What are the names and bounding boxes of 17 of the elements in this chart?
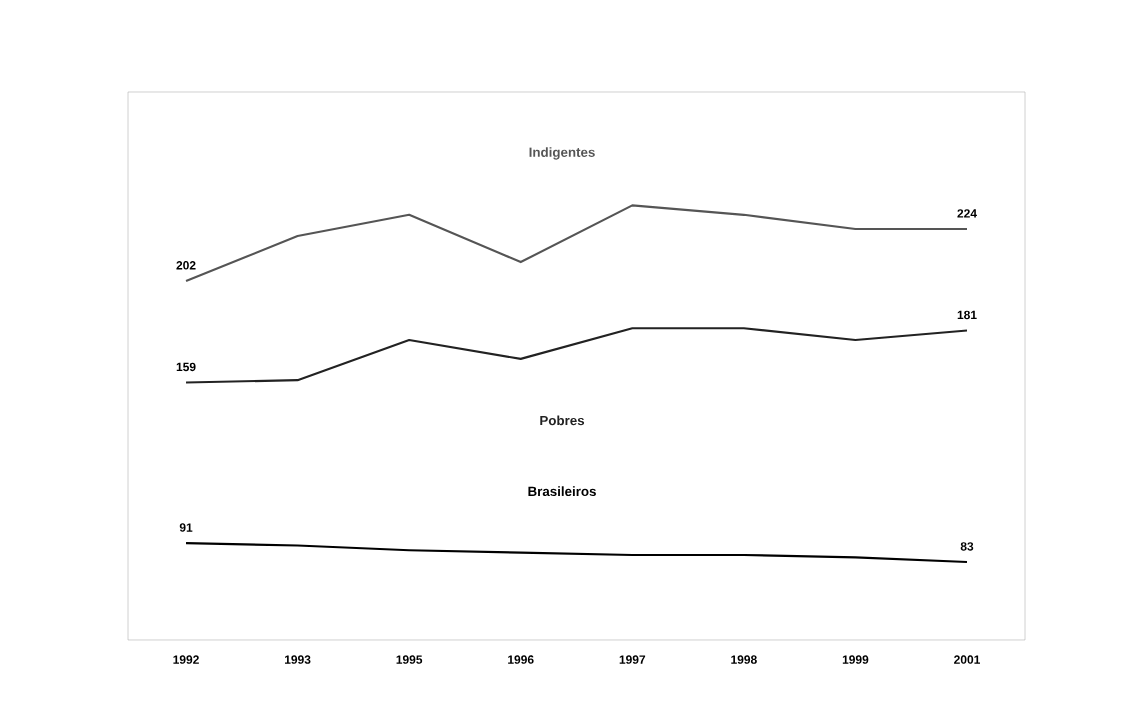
- data-label: 224: [957, 209, 977, 218]
- data-label: 83: [960, 542, 974, 551]
- x-tick-label: 1993: [285, 655, 311, 664]
- text: Indigentes: [529, 147, 595, 160]
- text: Pobres: [540, 415, 585, 426]
- x-tick-label: 1997: [619, 655, 646, 664]
- x-tick-label: 1992: [173, 655, 199, 664]
- x-tick-label: 2001: [954, 655, 980, 664]
- data-label: 202: [176, 261, 196, 270]
- x-tick-label: 1996: [508, 655, 534, 664]
- data-label: 91: [179, 523, 193, 532]
- text: Brasileiros: [528, 486, 596, 497]
- x-tick-label: 1995: [396, 655, 423, 664]
- x-tick-label: 1999: [842, 655, 869, 664]
- x-tick-label: 1998: [731, 655, 757, 664]
- data-label: 181: [957, 310, 977, 320]
- data-label: 159: [176, 362, 196, 372]
